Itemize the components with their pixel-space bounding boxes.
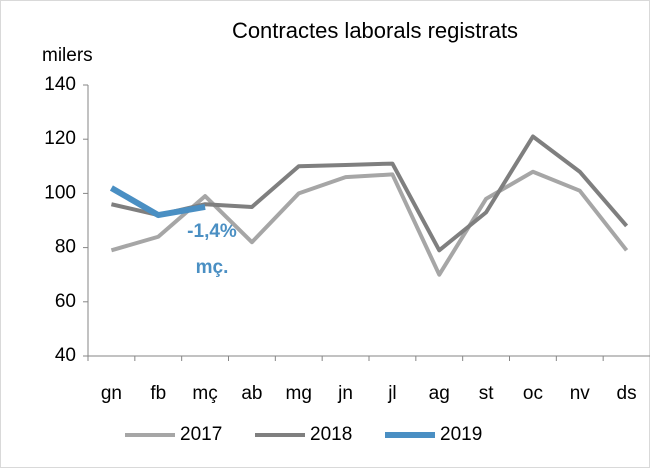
x-tick-label: mç — [192, 383, 217, 404]
y-axis-label: milers — [42, 45, 93, 66]
annotation: -1,4% — [187, 221, 237, 242]
annotation: mç. — [196, 257, 229, 278]
x-tick-label: ag — [429, 383, 450, 404]
x-tick-label: nv — [570, 383, 591, 404]
x-tick-label: st — [479, 383, 495, 404]
chart-title: Contractes laborals registrats — [232, 18, 518, 43]
y-tick-label: 60 — [55, 291, 76, 312]
legend-label: 2017 — [180, 424, 222, 445]
y-tick-label: 40 — [55, 345, 76, 366]
x-tick-label: oc — [523, 383, 543, 404]
x-tick-label: mg — [286, 383, 312, 404]
series-line — [109, 185, 206, 219]
legend-label: 2018 — [310, 424, 352, 445]
x-tick-label: ds — [617, 383, 637, 404]
y-tick-label: 140 — [44, 74, 76, 95]
y-tick-label: 100 — [44, 182, 76, 203]
x-tick-label: ab — [241, 383, 262, 404]
x-tick-label: jn — [337, 383, 353, 404]
legend-label: 2019 — [440, 424, 482, 445]
series-line — [110, 169, 629, 277]
x-tick-label: jl — [387, 383, 396, 404]
x-tick-label: fb — [150, 383, 166, 404]
y-tick-label: 120 — [44, 128, 76, 149]
y-tick-label: 80 — [55, 237, 76, 258]
x-tick-label: gn — [101, 383, 122, 404]
